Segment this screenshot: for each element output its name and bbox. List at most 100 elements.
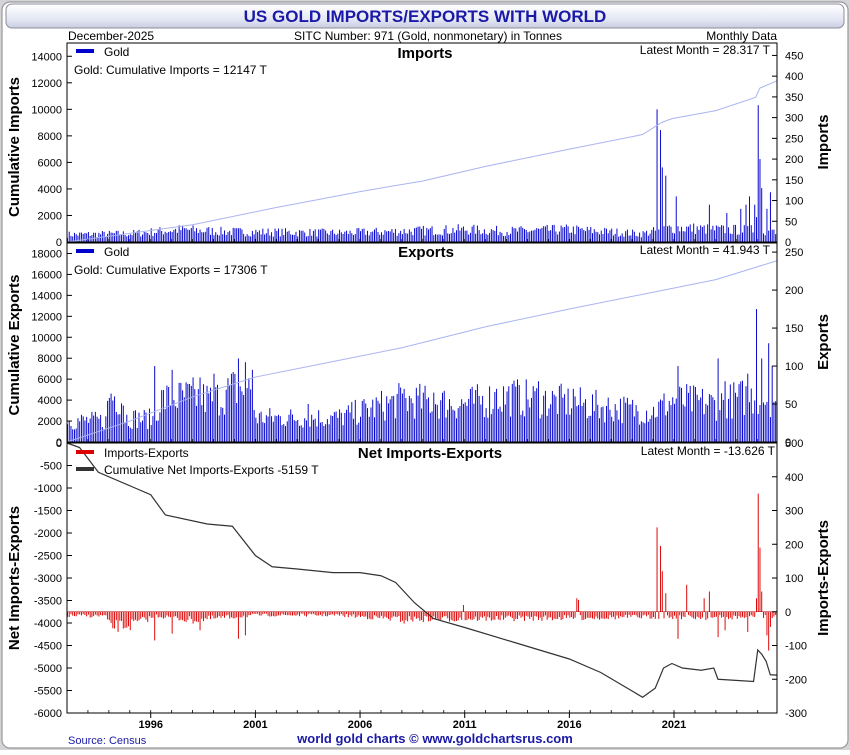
imports-bar bbox=[571, 232, 573, 242]
exports-bar bbox=[503, 386, 505, 442]
net-bar bbox=[73, 611, 75, 617]
net-bar bbox=[518, 611, 520, 616]
imports-bar bbox=[464, 230, 466, 242]
imports-bar bbox=[602, 234, 604, 242]
net-bar bbox=[663, 611, 665, 619]
exports-bar bbox=[367, 408, 368, 442]
exports-bar bbox=[694, 387, 696, 442]
net-bar bbox=[155, 611, 157, 615]
exports-bar bbox=[319, 422, 321, 442]
imports-bar bbox=[227, 232, 229, 242]
exports-bar bbox=[773, 401, 775, 442]
exports-bar bbox=[203, 384, 205, 442]
exports-bar bbox=[108, 398, 110, 442]
exports-bar bbox=[583, 402, 585, 442]
exports-bar bbox=[560, 383, 562, 442]
imports-bar bbox=[414, 228, 416, 242]
exports-bar bbox=[168, 386, 170, 442]
imports-bar bbox=[417, 226, 419, 242]
exports-bar bbox=[640, 421, 642, 442]
exports-bar bbox=[489, 386, 491, 442]
exports-bar bbox=[157, 420, 159, 442]
imports-bar bbox=[506, 232, 508, 242]
imports-bar bbox=[223, 230, 225, 242]
imports-bar bbox=[178, 225, 180, 242]
imports-bar bbox=[194, 231, 196, 242]
exports-bar bbox=[555, 396, 557, 442]
net-bar bbox=[227, 611, 229, 615]
net-bar bbox=[265, 611, 267, 614]
net-bar bbox=[604, 611, 606, 619]
imports-bar bbox=[762, 233, 764, 242]
exports-bar bbox=[187, 383, 189, 442]
imports-right-tick-label: 150 bbox=[785, 175, 803, 187]
net-bar bbox=[675, 611, 677, 619]
net-bar bbox=[557, 611, 559, 619]
imports-bar bbox=[590, 227, 592, 242]
imports-bar bbox=[112, 232, 114, 242]
imports-bar bbox=[599, 234, 600, 242]
net-bar bbox=[288, 611, 290, 616]
net-bar bbox=[140, 611, 142, 619]
exports-bar bbox=[255, 417, 257, 442]
exports-bar bbox=[651, 415, 653, 442]
exports-bar bbox=[258, 413, 260, 442]
net-bar bbox=[337, 611, 339, 615]
net-bar bbox=[210, 611, 211, 620]
net-bar bbox=[279, 611, 281, 616]
imports-bar bbox=[733, 224, 735, 242]
net-bar bbox=[660, 545, 662, 612]
net-bar bbox=[558, 611, 560, 618]
net-bar bbox=[761, 591, 763, 612]
exports-bar bbox=[138, 412, 140, 442]
imports-bar bbox=[161, 231, 163, 242]
net-bar bbox=[454, 611, 456, 622]
net-bar bbox=[117, 611, 119, 632]
exports-bar bbox=[769, 417, 771, 442]
net-bar bbox=[483, 611, 485, 617]
exports-bar bbox=[128, 425, 130, 442]
x-axis-tick-label: 2006 bbox=[348, 719, 372, 731]
imports-bar bbox=[532, 230, 534, 242]
imports-bar bbox=[159, 227, 161, 242]
net-bar bbox=[407, 611, 409, 622]
net-bar bbox=[541, 611, 543, 621]
imports-bar bbox=[524, 229, 525, 242]
exports-bar bbox=[408, 395, 410, 442]
net-bar bbox=[271, 611, 273, 617]
net-bar bbox=[251, 611, 253, 614]
exports-bar bbox=[539, 418, 541, 442]
exports-bar bbox=[595, 389, 597, 442]
imports-bar bbox=[169, 231, 171, 242]
net-bar bbox=[750, 611, 752, 616]
imports-bar bbox=[684, 231, 686, 242]
net-bar bbox=[314, 611, 316, 615]
imports-bar bbox=[759, 159, 761, 242]
imports-bar bbox=[82, 234, 84, 242]
exports-bar bbox=[724, 381, 726, 442]
net-bar bbox=[757, 493, 759, 612]
imports-bar bbox=[553, 224, 555, 242]
imports-bar bbox=[307, 235, 309, 242]
imports-bar bbox=[239, 228, 241, 242]
net-bar bbox=[196, 611, 198, 622]
net-bar bbox=[609, 611, 611, 616]
imports-bar bbox=[445, 225, 447, 242]
net-bar bbox=[305, 611, 307, 617]
imports-bar bbox=[236, 228, 238, 242]
net-bar bbox=[616, 611, 618, 616]
net-bar bbox=[585, 611, 587, 620]
net-right-axis-label: Imports-Exports bbox=[815, 520, 832, 636]
imports-bar bbox=[450, 233, 452, 242]
net-bar bbox=[234, 611, 236, 619]
exports-bar bbox=[264, 423, 266, 442]
net-bar bbox=[220, 611, 222, 618]
exports-bar bbox=[211, 401, 213, 442]
imports-bar bbox=[349, 230, 351, 242]
net-bar bbox=[712, 611, 714, 618]
imports-bar bbox=[222, 234, 224, 242]
header-frequency: Monthly Data bbox=[706, 29, 777, 43]
net-bar bbox=[626, 611, 628, 618]
imports-bar bbox=[647, 235, 649, 242]
